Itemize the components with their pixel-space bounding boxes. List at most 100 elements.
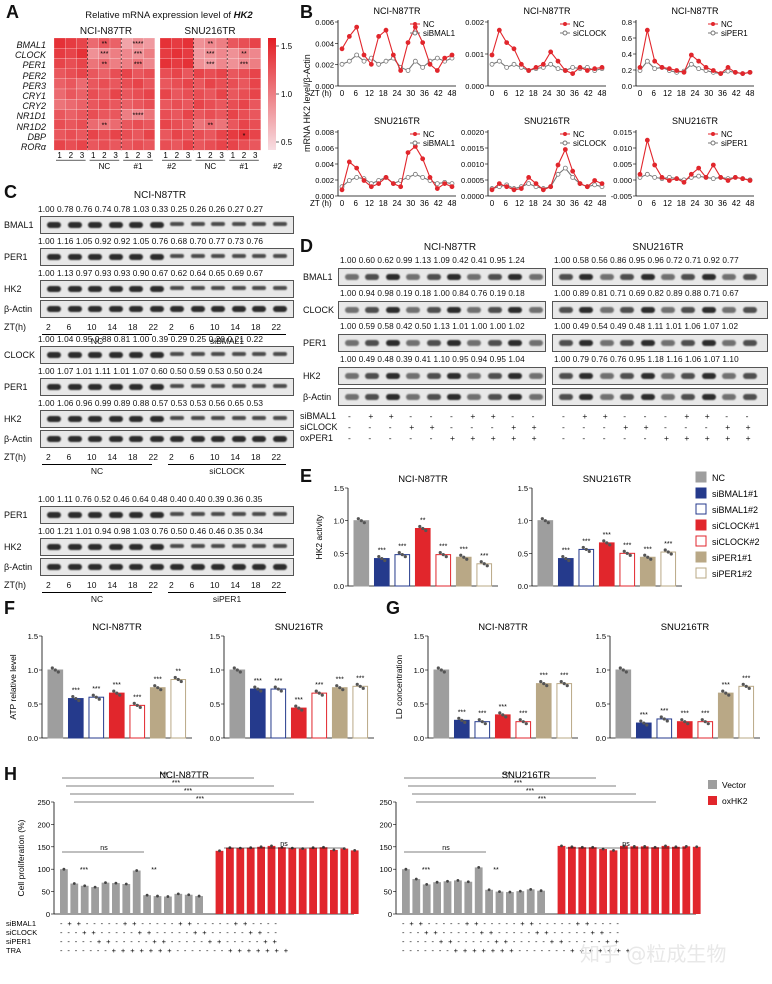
bar-dot [518, 889, 522, 893]
blot-band [67, 286, 82, 292]
heatmap-cell [238, 38, 250, 49]
y-tick-label: 0.000 [315, 82, 334, 91]
heatmap-cell [109, 88, 122, 100]
bar-dot [176, 892, 180, 896]
x-tick-label: 12 [365, 89, 374, 98]
significance-stars: *** [378, 548, 386, 555]
condition-sign: - [704, 422, 708, 432]
bar-dot [97, 697, 101, 701]
heatmap-group-label: NC [205, 162, 217, 171]
bar-dot [104, 881, 107, 885]
blot-image [40, 558, 294, 576]
y-tick-label: 1.5 [518, 484, 528, 493]
blot-band [129, 222, 143, 228]
x-tick-label: 0 [638, 89, 643, 98]
bar-dot [466, 880, 470, 884]
bar-dot [498, 890, 501, 893]
condition-sign: - [490, 422, 494, 432]
bar-chart-title: NCI-N87TR [478, 622, 528, 633]
bar-vector [122, 883, 131, 914]
blot-image [40, 378, 294, 396]
blot-row-label: β-Actin [4, 562, 33, 572]
condition-sign: - [623, 411, 627, 421]
bar-oxhk2 [288, 848, 297, 914]
nc-point [555, 162, 561, 168]
blot-band [170, 254, 184, 258]
bar-dot [362, 521, 366, 525]
legend-marker [413, 132, 417, 136]
nc-point [361, 52, 367, 58]
blot-band [528, 340, 543, 346]
blot-band [508, 307, 523, 313]
y-axis-label: HK2 activity [314, 514, 324, 560]
bar-siclock-2 [515, 721, 532, 739]
nc-point [398, 68, 404, 73]
nc-point [666, 178, 672, 183]
x-tick-label: 30 [704, 89, 713, 98]
heatmap-cell [121, 78, 133, 90]
condition-sign: - [562, 411, 565, 421]
bar-dot [273, 685, 277, 689]
heatmap-group-label: NC [99, 162, 111, 171]
heatmap-cell [182, 129, 194, 141]
blot-band [467, 274, 482, 280]
panel-label-e: E [300, 466, 313, 486]
bar-vector [474, 867, 483, 914]
nc-point [354, 165, 360, 171]
heatmap-cell [182, 119, 194, 130]
heatmap-cell [76, 109, 88, 120]
nc-point [518, 61, 524, 67]
blot-band [640, 307, 655, 313]
blot-band [88, 286, 102, 292]
bar-dot [338, 686, 342, 690]
blot-row-label: BMAL1 [303, 272, 333, 282]
x-tick-label: 48 [746, 89, 755, 98]
blot-band [365, 307, 380, 313]
blot-image [40, 346, 294, 364]
condition-signs: - + + - - - - - + + - - - - - + + - - - … [402, 919, 620, 928]
blot-band [108, 254, 123, 260]
heatmap-cell [87, 99, 99, 110]
blot-row-label: HK2 [4, 414, 22, 424]
legend-marker [413, 22, 417, 26]
x-tick-label: 12 [515, 199, 524, 208]
x-tick-label: 24 [393, 199, 402, 208]
bar-dot [421, 526, 425, 531]
nc-point [390, 52, 396, 58]
bar-sibmal1-2 [656, 718, 673, 739]
bar-dot [435, 880, 439, 884]
condition-sign: + [684, 433, 690, 443]
bar-dot [542, 682, 546, 686]
heatmap-cell [182, 78, 194, 90]
legend-label: siBMAL1#1 [712, 489, 758, 499]
nc-point [346, 34, 352, 39]
bar-dot [300, 708, 304, 712]
si-point [652, 66, 658, 72]
zt-value: 6 [66, 580, 72, 590]
bar-dot [397, 551, 401, 555]
gene-label: CLOCK [14, 50, 46, 61]
heatmap-col-number: 2 [242, 151, 247, 160]
heatmap-cell [159, 88, 172, 100]
blot-band [701, 340, 716, 346]
bar-vector [143, 895, 151, 914]
heatmap-cell [159, 129, 172, 141]
x-tick-label: 12 [365, 199, 374, 208]
blot-band [345, 307, 359, 313]
blot-band [385, 274, 400, 280]
condition-sign: + [745, 422, 751, 432]
blot-band [661, 274, 675, 280]
heatmap-col-number: 3 [80, 151, 85, 160]
blot-band [272, 286, 287, 290]
blot-band [620, 394, 635, 400]
bar-dot [197, 894, 201, 898]
bar-dot [94, 695, 98, 699]
blot-band [149, 512, 164, 518]
bar-dot [605, 541, 609, 545]
densitometry-values: 1.00 1.16 1.05 0.92 0.92 1.05 0.76 0.68 … [38, 236, 264, 246]
heatmap-cell [121, 88, 133, 100]
si-point [420, 65, 426, 70]
legend-swatch [708, 780, 717, 789]
condition-sign: + [531, 433, 537, 443]
blot-band [108, 286, 123, 292]
